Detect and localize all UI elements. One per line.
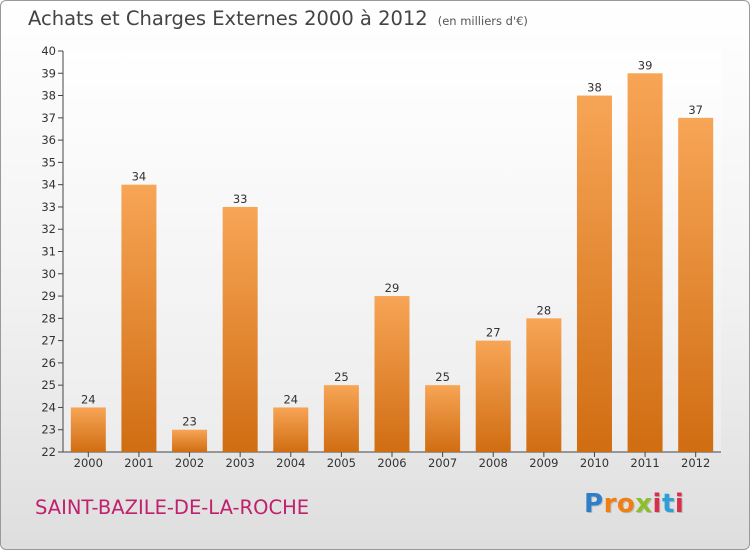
data-label-2008: 27 xyxy=(486,326,501,340)
x-axis: 2000 2001 2002 2003 2004 2005 2006 2007 2008 2009… xyxy=(63,451,721,470)
y-tick-label: 26 xyxy=(41,356,56,370)
data-label-2005: 25 xyxy=(334,370,349,384)
y-tick-label: 40 xyxy=(41,44,56,58)
y-tick-label: 34 xyxy=(41,178,56,192)
bar-2010 xyxy=(576,95,612,453)
bar-2009 xyxy=(526,318,562,452)
y-tick-label: 28 xyxy=(41,311,56,325)
y-tick-label: 38 xyxy=(41,89,56,103)
proxiti-logo: Proxiti xyxy=(584,489,684,519)
y-tick-label: 32 xyxy=(41,222,56,236)
data-label-2003: 33 xyxy=(233,192,248,206)
x-tick-label: 2001 xyxy=(124,456,153,470)
chart-title-text: Achats et Charges Externes 2000 à 2012 xyxy=(28,7,428,30)
data-label-2004: 24 xyxy=(283,392,298,406)
logo-letter: x xyxy=(635,489,653,519)
chart-unit-note: (en milliers d'€) xyxy=(437,14,528,28)
y-tick-label: 39 xyxy=(41,66,56,80)
x-tick-label: 2007 xyxy=(428,456,457,470)
y-tick-label: 37 xyxy=(41,111,56,125)
y-tick-label: 36 xyxy=(41,133,56,147)
y-tick-label: 33 xyxy=(41,200,56,214)
bar-2005 xyxy=(323,385,359,452)
logo-letter: o xyxy=(616,489,636,519)
chart-title: Achats et Charges Externes 2000 à 2012 (e… xyxy=(28,7,528,30)
y-tick-label: 35 xyxy=(41,155,56,169)
logo-letter: t xyxy=(661,489,675,519)
bar-2011 xyxy=(627,73,663,453)
y-axis: 22 23 24 25 26 27 28 29 30 31 32 33 34 35 36 37 38 39 40 xyxy=(41,44,64,459)
y-tick-label: 30 xyxy=(41,267,56,281)
x-tick-label: 2002 xyxy=(175,456,204,470)
x-tick-label: 2003 xyxy=(226,456,255,470)
data-label-2010: 38 xyxy=(587,81,602,95)
bar-2007 xyxy=(425,385,461,452)
y-tick-label: 29 xyxy=(41,289,56,303)
x-tick-label: 2004 xyxy=(276,456,305,470)
bar-2012 xyxy=(678,117,714,452)
logo-letter: i xyxy=(674,489,685,519)
data-label-2000: 24 xyxy=(81,392,96,406)
y-tick-label: 31 xyxy=(41,245,56,259)
bar-2006 xyxy=(374,296,410,452)
y-tick-label: 24 xyxy=(41,400,56,414)
y-tick-label: 23 xyxy=(41,423,56,437)
data-label-2001: 34 xyxy=(132,170,147,184)
data-label-2006: 29 xyxy=(385,281,400,295)
data-label-2002: 23 xyxy=(182,415,197,429)
y-tick-label: 22 xyxy=(41,445,56,459)
logo-letter: P xyxy=(584,489,604,519)
x-tick-label: 2000 xyxy=(74,456,103,470)
bar-2004 xyxy=(273,407,309,452)
bar-2002 xyxy=(172,429,208,452)
x-tick-label: 2006 xyxy=(377,456,406,470)
y-tick-label: 25 xyxy=(41,378,56,392)
bar-2001 xyxy=(121,184,157,452)
x-tick-label: 2010 xyxy=(580,456,609,470)
logo-letter: i xyxy=(652,489,662,519)
data-label-2012: 37 xyxy=(688,103,703,117)
bar-2000 xyxy=(70,407,106,452)
x-tick-label: 2009 xyxy=(529,456,558,470)
data-label-2011: 39 xyxy=(638,58,653,72)
x-tick-label: 2012 xyxy=(681,456,710,470)
y-tick-label: 27 xyxy=(41,334,56,348)
bar-2003 xyxy=(222,206,258,452)
bar-2008 xyxy=(475,340,511,452)
x-tick-label: 2011 xyxy=(630,456,659,470)
x-tick-label: 2008 xyxy=(479,456,508,470)
logo-letter: r xyxy=(603,489,617,519)
commune-name: SAINT-BAZILE-DE-LA-ROCHE xyxy=(35,496,310,519)
data-label-2007: 25 xyxy=(435,370,450,384)
bars xyxy=(70,73,714,453)
x-tick-label: 2005 xyxy=(327,456,356,470)
data-labels: 24 34 23 33 24 25 29 25 27 28 38 39 37 xyxy=(81,58,703,428)
data-label-2009: 28 xyxy=(537,303,552,317)
